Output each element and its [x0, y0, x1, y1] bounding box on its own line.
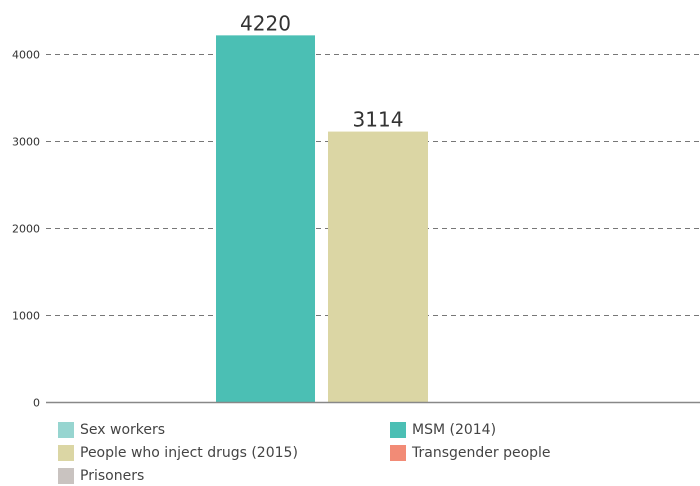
legend-swatch — [58, 422, 74, 438]
legend-item: Transgender people — [390, 443, 551, 463]
legend-item: Prisoners — [58, 466, 144, 486]
legend-item: MSM (2014) — [390, 420, 496, 440]
data-label-2: 3114 — [353, 108, 404, 132]
legend-label: Transgender people — [412, 445, 551, 461]
bar-1 — [216, 35, 315, 403]
y-tick-label: 1000 — [12, 310, 40, 323]
y-tick-label: 2000 — [12, 223, 40, 236]
legend-swatch — [390, 445, 406, 461]
bars — [216, 35, 428, 403]
legend-swatch — [58, 445, 74, 461]
bar-chart: 0 1000 2000 3000 4000 4220 3114 — [12, 11, 700, 410]
legend: Sex workers MSM (2014) People who inject d… — [58, 420, 698, 484]
data-label-1: 4220 — [240, 11, 291, 35]
y-tick-label: 4000 — [12, 49, 40, 62]
legend-label: People who inject drugs (2015) — [80, 445, 298, 461]
bar-2 — [328, 131, 428, 403]
legend-label: MSM (2014) — [412, 422, 497, 438]
y-tick-label: 0 — [33, 397, 40, 410]
legend-swatch — [390, 422, 406, 438]
data-labels: 4220 3114 — [240, 11, 403, 131]
legend-item: People who inject drugs (2015) — [58, 443, 298, 463]
legend-swatch — [58, 468, 74, 484]
y-axis-ticks: 0 1000 2000 3000 4000 — [12, 49, 40, 410]
y-tick-label: 3000 — [12, 136, 40, 149]
legend-label: Sex workers — [80, 422, 166, 438]
legend-label: Prisoners — [80, 468, 145, 484]
legend-item: Sex workers — [58, 420, 165, 440]
